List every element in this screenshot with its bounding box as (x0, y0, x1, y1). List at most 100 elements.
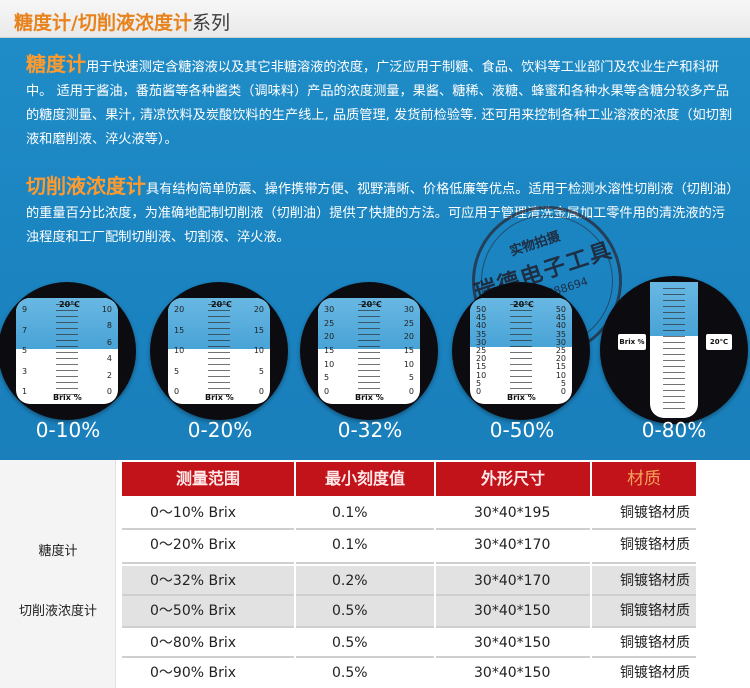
tick-label: 25 (324, 318, 335, 328)
tick-label: 25 (476, 346, 487, 355)
temperature-label: 20℃ (59, 300, 80, 309)
cell-size: 30*40*150 (474, 603, 551, 619)
scale-face: 20℃ Brix % 10 8 6 4 2 0 9 7 5 3 1 (16, 298, 118, 404)
tick-label: 10 (324, 359, 335, 369)
cutting-paragraph: 切削液浓度计具有结构简单防震、操作携带方便、视野清晰、价格低廉等优点。适用于检测… (26, 174, 734, 250)
tick-label: 10 (555, 370, 566, 380)
tick-label: 15 (324, 346, 335, 355)
table-row (122, 596, 696, 626)
cell-range: 0～90% Brix (150, 665, 237, 681)
tick-scale (208, 304, 230, 398)
tick-label: 3 (22, 366, 28, 376)
title-highlight: 糖度计/切削液浓度计 (14, 12, 192, 34)
tick-label: 30 (555, 337, 566, 347)
tick-label: 30 (324, 305, 335, 314)
tick-label: 0 (408, 387, 414, 396)
tick-label: 50 (555, 305, 566, 314)
tick-label: 6 (106, 337, 112, 347)
column-divider (294, 496, 296, 688)
tick-label: 15 (476, 362, 487, 372)
row-divider (122, 656, 696, 658)
cell-size: 30*40*170 (474, 537, 551, 553)
cell-size: 30*40*170 (474, 573, 551, 589)
cell-material: 铜镀铬材质 (620, 635, 690, 651)
tick-label: 10 (476, 370, 487, 380)
table-row (122, 658, 696, 688)
header-range: 测量范围 (122, 462, 294, 496)
tick-label: 20 (403, 332, 414, 342)
table-row (122, 628, 696, 658)
cell-min-scale: 0.5% (332, 603, 368, 619)
tick-label: 20 (174, 305, 185, 314)
column-divider (434, 496, 436, 688)
scale-face (650, 282, 698, 418)
table-row (122, 498, 696, 528)
tick-label: 2 (106, 370, 112, 380)
tick-scale (510, 304, 532, 398)
brix-label: Brix % (618, 334, 646, 350)
tick-label: 5 (560, 378, 566, 388)
range-label: 0-20% (187, 418, 253, 442)
tick-label: 45 (555, 313, 566, 323)
cell-min-scale: 0.1% (332, 537, 368, 553)
refractometer-view: 20℃ Brix % 50 45 40 35 30 25 20 15 10 5 0 50 45 40 35 30 2… (452, 282, 590, 420)
tick-scale (663, 288, 685, 412)
sugar-paragraph: 糖度计用于快速测定含糖溶液以及其它非糖溶液的浓度，广泛应用于制糖、食品、饮料等工… (26, 52, 734, 152)
table-row (122, 566, 696, 596)
range-label: 0-32% (337, 418, 403, 442)
brix-label: Brix % (355, 393, 384, 402)
tick-label: 20 (555, 354, 566, 364)
cutting-text: 具有结构简单防震、操作携带方便、视野清晰、价格低廉等优点。适用于检测水溶性切削液… (26, 182, 733, 245)
refractometer-view: 20℃ Brix % 10 8 6 4 2 0 9 7 5 3 1 (0, 282, 136, 420)
cell-min-scale: 0.2% (332, 573, 368, 589)
tick-label: 1 (22, 387, 28, 396)
header-min-scale: 最小刻度值 (296, 462, 434, 496)
tick-label: 5 (174, 366, 180, 376)
cell-min-scale: 0.5% (332, 635, 368, 651)
tick-label: 0 (174, 387, 180, 396)
refractometer-view: Brix % 20℃ (600, 276, 748, 424)
spec-table: 糖度计 切削液浓度计 测量范围 最小刻度值 外形尺寸 材质 0～10% Brix… (0, 460, 750, 688)
tick-label: 35 (476, 329, 487, 339)
cell-size: 30*40*150 (474, 665, 551, 681)
tick-label: 0 (258, 387, 264, 396)
row-divider (122, 562, 696, 564)
tick-label: 25 (555, 346, 566, 355)
tick-label: 30 (403, 305, 414, 314)
cutting-lead: 切削液浓度计 (26, 174, 146, 198)
header-size: 外形尺寸 (436, 462, 590, 496)
column-divider (590, 496, 592, 688)
tick-scale (56, 304, 78, 398)
title-bar: 糖度计/切削液浓度计系列 (0, 0, 750, 38)
cell-min-scale: 0.5% (332, 665, 368, 681)
range-label: 0-80% (641, 418, 707, 442)
header-material: 材质 (592, 462, 696, 496)
tick-label: 10 (101, 305, 112, 314)
range-label: 0-10% (35, 418, 101, 442)
temperature-label: 20℃ (211, 300, 232, 309)
sugar-lead: 糖度计 (26, 52, 86, 76)
table-row (122, 530, 696, 560)
tick-label: 9 (22, 305, 28, 314)
row-divider (122, 626, 696, 628)
tick-label: 40 (476, 321, 487, 331)
temperature-label: 20℃ (706, 334, 732, 350)
info-panel: 糖度计用于快速测定含糖溶液以及其它非糖溶液的浓度，广泛应用于制糖、食品、饮料等工… (0, 38, 750, 460)
refractometer-view: 20℃ Brix % 20 15 10 5 0 20 15 10 5 0 (150, 282, 288, 420)
temperature-label: 20℃ (513, 300, 534, 309)
cell-material: 铜镀铬材质 (620, 603, 690, 619)
tick-label: 20 (253, 305, 264, 314)
tick-label: 45 (476, 313, 487, 323)
cell-range: 0～10% Brix (150, 505, 237, 521)
scale-face: 20℃ Brix % 50 45 40 35 30 25 20 15 10 5 0 50 45 40 35 30 2… (470, 298, 572, 404)
cell-min-scale: 0.1% (332, 505, 368, 521)
cell-range: 0～50% Brix (150, 603, 237, 619)
scale-face: 20℃ Brix % 30 25 20 15 10 5 0 30 25 20 15 10 5 0 (318, 298, 420, 404)
cell-material: 铜镀铬材质 (620, 573, 690, 589)
row-divider (122, 594, 696, 596)
tick-label: 35 (555, 329, 566, 339)
cell-range: 0～20% Brix (150, 537, 237, 553)
tick-label: 15 (174, 325, 185, 335)
range-label: 0-50% (489, 418, 555, 442)
tick-label: 4 (106, 354, 112, 364)
